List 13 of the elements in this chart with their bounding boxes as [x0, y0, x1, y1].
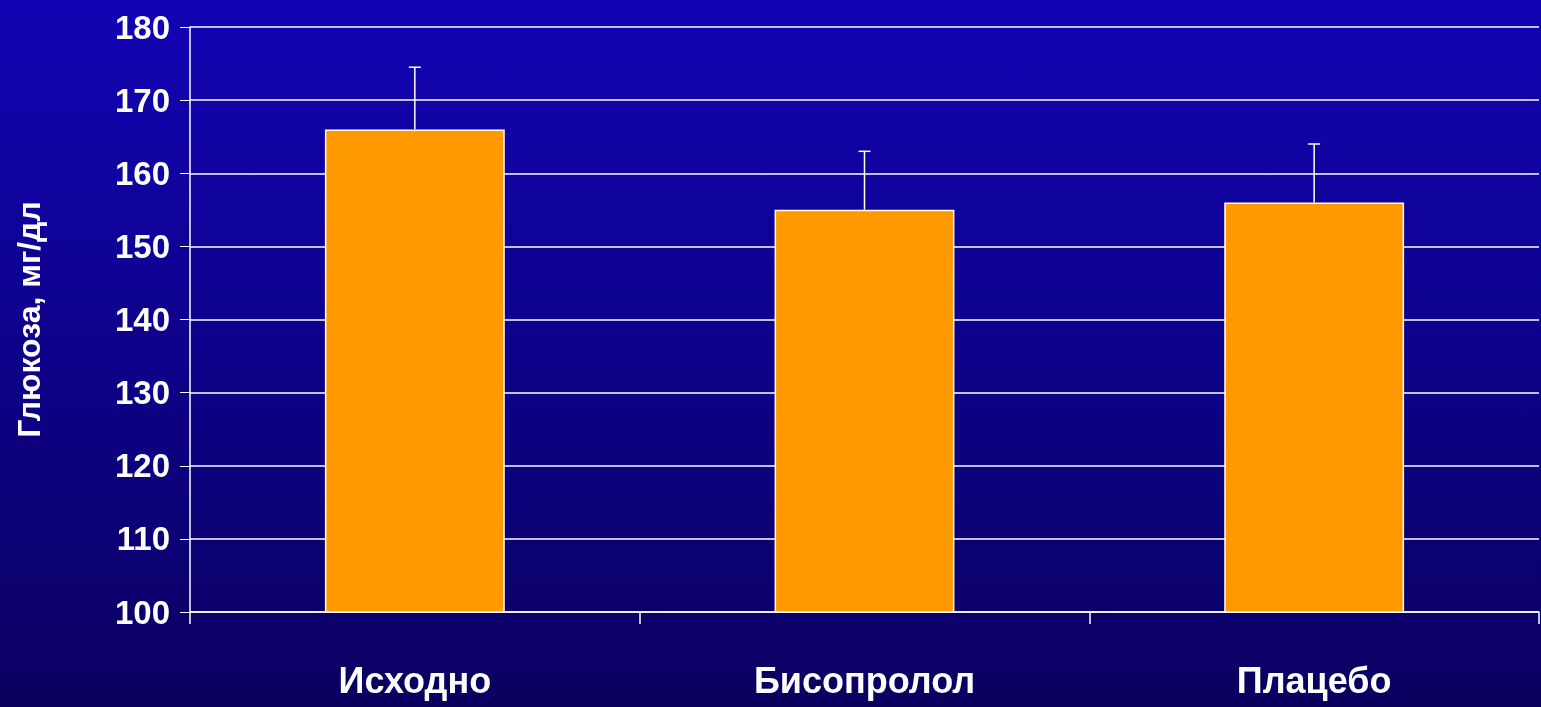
x-tick-label: Бисопролол: [753, 659, 976, 701]
x-tick-label: Плацебо: [1236, 659, 1392, 701]
y-tick-label: 120: [114, 447, 170, 485]
y-axis-title: Глюкоза, мг/дл: [11, 201, 47, 438]
y-tick-label: 180: [114, 8, 170, 46]
y-tick-label: 170: [114, 81, 170, 119]
x-tick-label: Исходно: [338, 659, 492, 701]
y-tick-label: 130: [114, 374, 170, 412]
y-tick-label: 100: [114, 593, 170, 631]
y-tick-label: 150: [114, 227, 170, 265]
y-tick-label: 160: [114, 154, 170, 192]
y-tick-label: 110: [116, 520, 170, 558]
y-tick-label: 140: [114, 301, 170, 338]
